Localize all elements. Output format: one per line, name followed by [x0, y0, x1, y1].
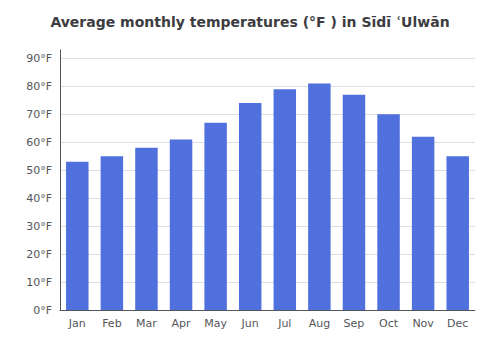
svg-text:Dec: Dec — [447, 317, 468, 330]
svg-text:70°F: 70°F — [26, 108, 52, 121]
svg-text:50°F: 50°F — [26, 164, 52, 177]
svg-text:60°F: 60°F — [26, 136, 52, 149]
svg-text:20°F: 20°F — [26, 248, 52, 261]
svg-text:Jul: Jul — [277, 317, 291, 330]
svg-text:Jun: Jun — [241, 317, 259, 330]
svg-text:Sep: Sep — [344, 317, 365, 330]
svg-text:Aug: Aug — [309, 317, 330, 330]
svg-text:10°F: 10°F — [26, 276, 52, 289]
svg-text:40°F: 40°F — [26, 192, 52, 205]
svg-text:Jan: Jan — [68, 317, 86, 330]
svg-text:80°F: 80°F — [26, 80, 52, 93]
svg-text:Mar: Mar — [136, 317, 157, 330]
svg-text:Nov: Nov — [412, 317, 434, 330]
svg-text:May: May — [204, 317, 227, 330]
svg-text:Average monthly temperatures (: Average monthly temperatures (°F ) in Sī… — [50, 14, 449, 30]
svg-text:30°F: 30°F — [26, 220, 52, 233]
svg-text:90°F: 90°F — [26, 52, 52, 65]
svg-text:Feb: Feb — [102, 317, 121, 330]
svg-text:Apr: Apr — [172, 317, 192, 330]
svg-text:0°F: 0°F — [33, 304, 52, 317]
svg-text:Oct: Oct — [379, 317, 399, 330]
